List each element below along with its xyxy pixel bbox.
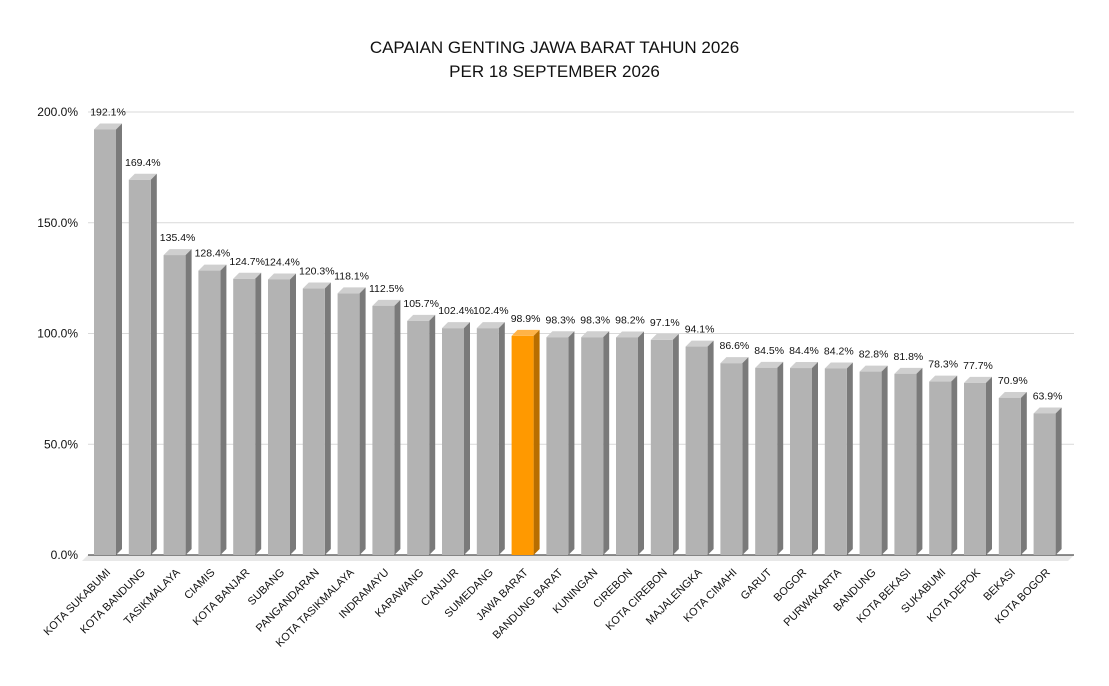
data-label: 118.1% bbox=[334, 270, 369, 282]
data-label: 124.7% bbox=[229, 256, 265, 268]
bar-kota-cirebon bbox=[650, 333, 679, 555]
data-label: 81.8% bbox=[894, 351, 924, 363]
bars bbox=[94, 123, 1062, 556]
bar-jawa-barat bbox=[511, 329, 540, 555]
data-label: 192.1% bbox=[90, 106, 126, 118]
data-label: 94.1% bbox=[685, 324, 715, 336]
data-label: 97.1% bbox=[650, 317, 680, 329]
bar-kota-bogor bbox=[1033, 407, 1062, 555]
data-label: 102.4% bbox=[438, 305, 474, 317]
bar-kota-sukabumi bbox=[94, 123, 122, 555]
y-tick-label: 100.0% bbox=[37, 327, 78, 341]
data-label: 120.3% bbox=[299, 266, 335, 278]
bar-kota-depok bbox=[964, 376, 992, 555]
y-tick-label: 0.0% bbox=[51, 548, 79, 562]
bar-indramayu bbox=[372, 299, 401, 555]
data-label: 98.3% bbox=[580, 314, 610, 326]
y-tick-label: 150.0% bbox=[37, 216, 78, 230]
y-tick-label: 200.0% bbox=[37, 105, 78, 119]
x-tick-label: KOTA BANDUNG bbox=[78, 567, 148, 637]
data-label: 98.9% bbox=[511, 313, 541, 325]
data-label: 84.4% bbox=[789, 345, 819, 357]
x-tick-label: CIAMIS bbox=[182, 567, 217, 602]
chart-title: CAPAIAN GENTING JAWA BARAT TAHUN 2026 bbox=[369, 38, 740, 57]
y-tick-label: 50.0% bbox=[44, 437, 78, 451]
bar-bandung bbox=[859, 365, 888, 555]
bar-ciamis bbox=[198, 264, 227, 555]
chart-floor bbox=[82, 554, 1074, 561]
bar-kota-banjar bbox=[233, 272, 262, 555]
data-label: 84.5% bbox=[754, 345, 784, 357]
data-label: 124.4% bbox=[264, 256, 300, 268]
bar-pangandaran bbox=[302, 282, 331, 555]
data-label: 102.4% bbox=[473, 305, 509, 317]
data-label: 82.8% bbox=[859, 349, 889, 361]
bar-bogor bbox=[790, 362, 818, 555]
data-label: 169.4% bbox=[125, 157, 161, 169]
data-label: 128.4% bbox=[195, 248, 231, 260]
data-label: 70.9% bbox=[998, 375, 1028, 387]
bar-subang bbox=[268, 273, 296, 555]
chart-subtitle: PER 18 SEPTEMBER 2026 bbox=[449, 62, 660, 81]
bar-karawang bbox=[407, 314, 436, 555]
x-tick-label: GARUT bbox=[739, 566, 775, 602]
bar-garut bbox=[755, 361, 784, 555]
data-label: 77.7% bbox=[963, 360, 993, 372]
bar-sukabumi bbox=[929, 375, 958, 555]
chart-title-block: CAPAIAN GENTING JAWA BARAT TAHUN 2026 PE… bbox=[0, 36, 1109, 84]
bar-majalengka bbox=[685, 340, 714, 555]
y-axis-ticks: 0.0% 50.0% 100.0% 150.0% 200.0% bbox=[37, 105, 78, 562]
data-label: 105.7% bbox=[403, 298, 439, 310]
data-label: 78.3% bbox=[928, 359, 958, 371]
data-label: 98.3% bbox=[546, 314, 576, 326]
x-tick-label: KOTA CIREBON bbox=[604, 567, 670, 633]
bar-purwakarta bbox=[824, 362, 853, 555]
bar-tasikmalaya bbox=[163, 249, 192, 556]
data-label: 135.4% bbox=[160, 232, 196, 244]
data-label: 84.2% bbox=[824, 345, 854, 357]
data-label: 86.6% bbox=[720, 340, 750, 352]
bar-cirebon bbox=[616, 331, 644, 555]
bar-kota-cimahi bbox=[720, 357, 749, 555]
bar-bekasi bbox=[998, 391, 1027, 555]
data-label: 63.9% bbox=[1033, 390, 1063, 402]
bar-kuningan bbox=[581, 331, 610, 555]
bar-cianjur bbox=[442, 322, 470, 555]
data-label: 98.2% bbox=[615, 314, 645, 326]
bar-bandung-barat bbox=[546, 331, 575, 555]
floor-plane bbox=[82, 555, 1074, 561]
bar-kota-tasikmalaya bbox=[337, 287, 366, 555]
x-tick-label: PANGANDARAN bbox=[254, 567, 322, 635]
bar-sumedang bbox=[476, 322, 505, 555]
bar-kota-bandung bbox=[128, 173, 157, 556]
data-labels: 192.1% 169.4% 135.4% 128.4%124.7% 124.4%120.… bbox=[90, 106, 1062, 402]
data-label: 112.5% bbox=[369, 283, 404, 295]
bar-kota-bekasi bbox=[894, 367, 923, 555]
